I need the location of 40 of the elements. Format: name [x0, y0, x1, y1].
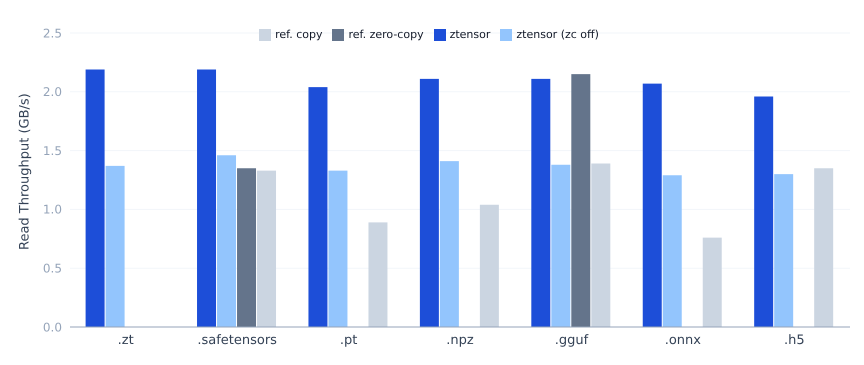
y-tick-label: 2.0: [42, 85, 62, 100]
x-tick-label: .onnx: [664, 333, 702, 348]
bar: [106, 166, 125, 327]
y-tick-label: 0.5: [42, 261, 62, 276]
bar: [237, 168, 256, 327]
bar: [257, 170, 276, 327]
bar: [662, 175, 682, 327]
bar: [814, 168, 834, 327]
y-tick-label: 1.5: [42, 144, 62, 158]
bar: [197, 69, 216, 327]
y-axis-title: Read Throughput (GB/s): [18, 93, 33, 250]
bar: [328, 170, 348, 327]
x-tick-label: .gguf: [554, 333, 589, 348]
legend-label: ztensor: [450, 28, 490, 41]
bar: [308, 87, 328, 327]
bar: [702, 238, 722, 327]
bar: [480, 204, 499, 327]
bar: [551, 164, 570, 327]
x-tick-label: .npz: [446, 333, 474, 348]
bar: [86, 69, 105, 327]
bar: [368, 222, 388, 327]
bar: [420, 78, 439, 327]
y-tick-label: 0.0: [42, 320, 62, 334]
legend-label: ref. copy: [275, 28, 322, 41]
y-tick-label: 2.5: [42, 26, 62, 40]
y-tick-label: 1.0: [42, 202, 62, 217]
legend-label: ref. zero-copy: [348, 28, 424, 41]
bar: [642, 84, 662, 327]
legend-label: ztensor (zc off): [516, 28, 599, 41]
x-tick-label: .safetensors: [197, 333, 278, 348]
x-tick-label: .pt: [340, 333, 358, 348]
x-tick-label: .zt: [118, 333, 134, 348]
bar: [754, 96, 774, 327]
bar: [774, 174, 794, 327]
bar: [217, 155, 236, 327]
bar: [591, 164, 610, 327]
bar: [571, 74, 590, 327]
bar: [531, 78, 550, 327]
bar: [440, 161, 459, 327]
x-tick-label: .h5: [784, 333, 805, 348]
